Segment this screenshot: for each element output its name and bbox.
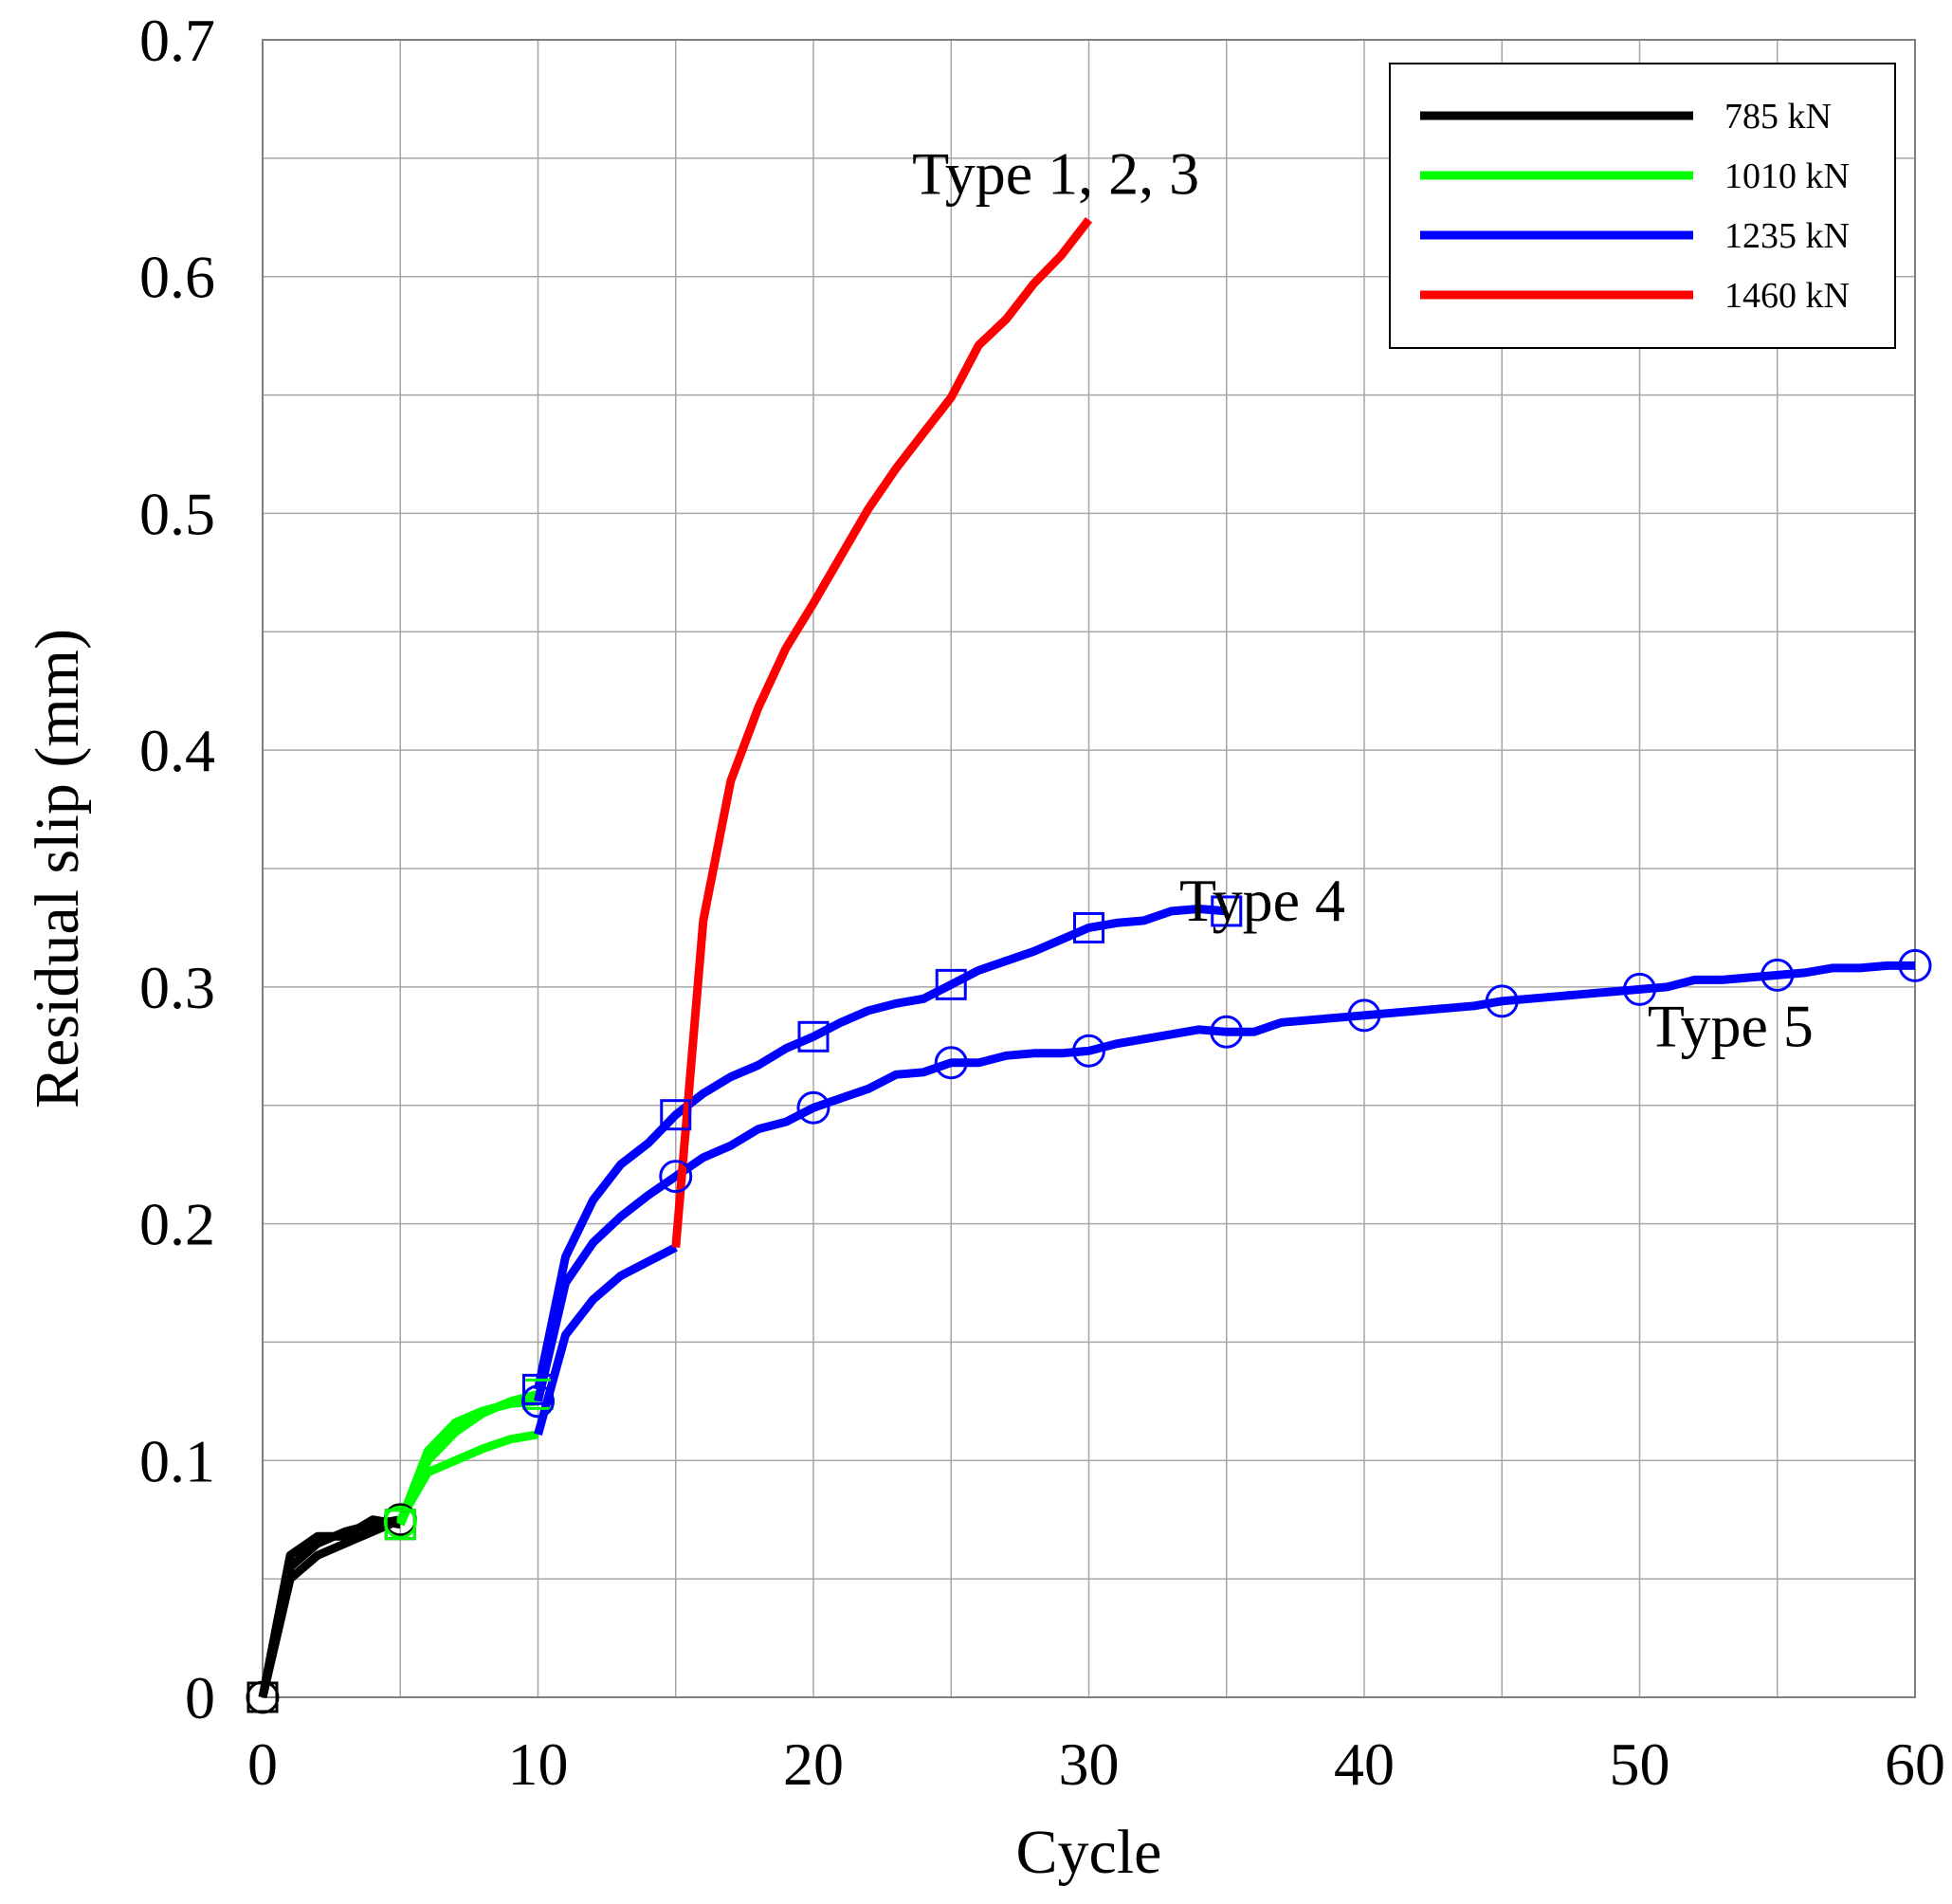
- data-point-circle: [796, 1090, 830, 1125]
- series-line: [258, 1515, 402, 1698]
- x-tick-label: 40: [1334, 1730, 1395, 1798]
- x-tick-label: 0: [247, 1730, 278, 1798]
- legend: 785 kN 1010 kN 1235 kN 1460 kN: [1389, 63, 1896, 349]
- y-tick-label: 0.1: [139, 1427, 215, 1494]
- series-line: [396, 1397, 538, 1524]
- legend-label-1010kn: 1010 kN: [1724, 156, 1850, 196]
- data-point-circle: [1072, 1034, 1105, 1068]
- series-line: [534, 961, 1915, 1402]
- data-point-circle: [659, 1160, 693, 1194]
- data-point-square: [797, 1020, 830, 1053]
- data-point-circle: [521, 1384, 555, 1419]
- legend-label-1460kn: 1460 kN: [1724, 276, 1850, 316]
- data-point-circle: [1347, 998, 1381, 1033]
- x-tick-label: 60: [1885, 1730, 1945, 1798]
- data-point-square: [1073, 911, 1104, 943]
- series-group: [258, 217, 1915, 1699]
- y-axis-title: Residual slip (mm): [23, 629, 92, 1108]
- data-point-circle: [246, 1680, 280, 1714]
- y-tick-label: 0.2: [139, 1191, 215, 1258]
- x-tick-label: 50: [1610, 1730, 1670, 1798]
- y-tick-label: 0: [185, 1664, 215, 1731]
- data-point-circle: [934, 1046, 968, 1080]
- x-axis-title: Cycle: [1016, 1818, 1162, 1887]
- data-point-circle: [1485, 984, 1519, 1018]
- y-tick-label: 0.7: [139, 7, 215, 74]
- data-point-circle: [383, 1505, 417, 1539]
- series-line: [534, 1243, 678, 1436]
- annotation-type-4: Type 4: [1179, 867, 1345, 934]
- x-tick-label: 10: [508, 1730, 569, 1798]
- data-point-circle: [1210, 1015, 1244, 1049]
- data-point-circle: [1623, 972, 1656, 1006]
- legend-box: [1389, 63, 1896, 349]
- annotation-type-5: Type 5: [1648, 992, 1814, 1059]
- data-point-square: [660, 1099, 692, 1131]
- data-point-square: [935, 968, 967, 1000]
- tick-labels: 0 10 20 30 40 50 60 0 0.1 0.2 0.3 0.4 0.5 0.6 0.7: [139, 7, 1945, 1798]
- series-line: [671, 217, 1093, 1248]
- annotation-type-1-2-3: Type 1, 2, 3: [912, 139, 1199, 207]
- y-tick-label: 0.6: [139, 244, 215, 311]
- y-tick-label: 0.5: [139, 480, 215, 547]
- legend-label-1235kn: 1235 kN: [1724, 216, 1850, 256]
- markers-group: [246, 895, 1932, 1714]
- series-line: [534, 905, 1228, 1391]
- data-point-circle: [1760, 958, 1795, 992]
- x-tick-label: 30: [1059, 1730, 1120, 1798]
- plot-area-frame: [262, 39, 1916, 1698]
- y-tick-label: 0.3: [139, 954, 215, 1021]
- data-point-square: [1211, 895, 1243, 927]
- data-point-square: [522, 1373, 554, 1405]
- legend-label-785kn: 785 kN: [1724, 97, 1832, 137]
- y-tick-label: 0.4: [139, 717, 215, 784]
- x-tick-label: 20: [783, 1730, 844, 1798]
- data-point-circle: [1898, 948, 1932, 982]
